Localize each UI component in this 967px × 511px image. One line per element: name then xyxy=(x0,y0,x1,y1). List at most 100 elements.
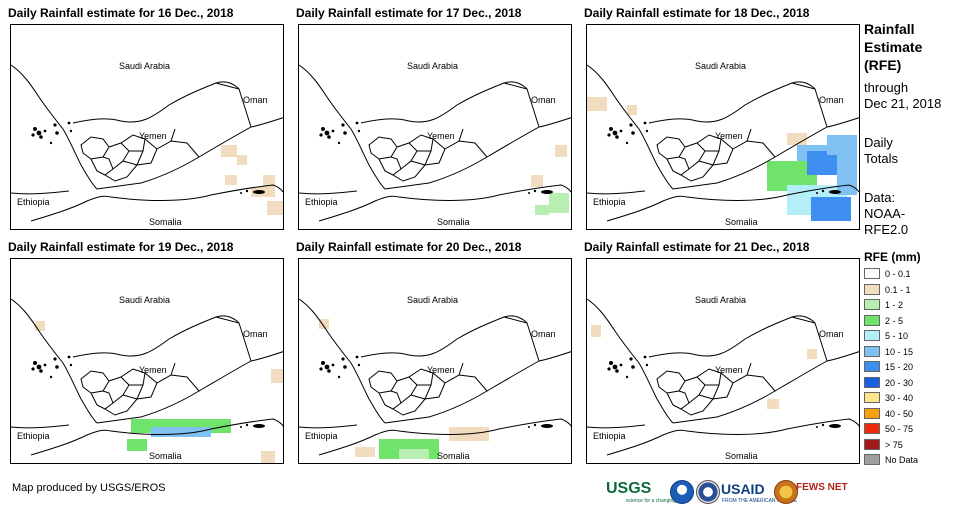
saudi-yemen-border xyxy=(72,81,240,124)
rainfall-patch xyxy=(767,399,779,409)
ethiopia-somalia-border xyxy=(11,190,70,195)
data-source-1: NOAA- xyxy=(864,206,906,221)
rainfall-patch xyxy=(787,133,807,145)
through-label: through xyxy=(864,80,909,95)
usgs-logo: USGS xyxy=(606,480,652,497)
label-somalia: Somalia xyxy=(725,451,758,461)
oman-saudi-border xyxy=(503,316,540,362)
legend-swatch xyxy=(864,330,880,341)
label-ethiopia: Ethiopia xyxy=(17,197,50,207)
africa-coast xyxy=(318,184,571,222)
ethiopia-somalia-border xyxy=(299,190,358,195)
legend-label: 0 - 0.1 xyxy=(885,269,911,279)
legend-label: 5 - 10 xyxy=(885,331,909,341)
rainfall-patch xyxy=(35,321,45,331)
label-yemen: Yemen xyxy=(427,365,455,375)
panel-title: Daily Rainfall estimate for 18 Dec., 201… xyxy=(584,6,810,20)
panel-title: Daily Rainfall estimate for 21 Dec., 201… xyxy=(584,240,810,254)
map-panel-17: Daily Rainfall estimate for 17 Dec., 201… xyxy=(296,4,572,230)
yemen-south-coast xyxy=(672,126,828,190)
ethiopia-somalia-border xyxy=(11,424,70,429)
label-somalia: Somalia xyxy=(149,451,182,461)
rain-layer xyxy=(35,321,283,463)
red-sea-coast xyxy=(299,298,386,424)
map-panel-16: Daily Rainfall estimate for 16 Dec., 201… xyxy=(8,4,284,230)
legend-label: 20 - 30 xyxy=(885,377,914,388)
legend-label: 50 - 75 xyxy=(885,424,914,434)
through-date: Dec 21, 2018 xyxy=(864,96,942,111)
yemen-south-coast xyxy=(96,126,252,190)
map-panel-19: Daily Rainfall estimate for 19 Dec., 201… xyxy=(8,238,284,464)
data-source-2: RFE2.0 xyxy=(864,222,909,237)
label-ethiopia: Ethiopia xyxy=(305,431,338,441)
legend-label: > 75 xyxy=(885,439,903,450)
panel-title: Daily Rainfall estimate for 20 Dec., 201… xyxy=(296,240,522,254)
saudi-yemen-border xyxy=(72,315,240,358)
rain-layer xyxy=(319,319,489,459)
panel-title: Daily Rainfall estimate for 17 Dec., 201… xyxy=(296,6,522,20)
rain-layer xyxy=(221,145,283,215)
legend-swatch xyxy=(864,361,880,372)
rainfall-patch xyxy=(151,427,211,437)
legend-title: RFE (mm) xyxy=(864,250,921,264)
yemen-governorates xyxy=(656,362,776,416)
label-oman: Oman xyxy=(531,95,556,105)
oman-coast xyxy=(826,117,859,128)
rainfall-patch xyxy=(267,201,283,215)
legend-swatch xyxy=(864,392,880,403)
label-saudi-arabia: Saudi Arabia xyxy=(407,295,458,305)
legend-label: 40 - 50 xyxy=(885,408,914,419)
map-base: Saudi Arabia Oman Yemen Ethiopia Somalia xyxy=(11,295,283,463)
map-panel-20: Daily Rainfall estimate for 20 Dec., 201… xyxy=(296,238,572,464)
label-saudi-arabia: Saudi Arabia xyxy=(119,61,170,71)
panel-title: Daily Rainfall estimate for 19 Dec., 201… xyxy=(8,240,234,254)
map-frame: Saudi Arabia Oman Yemen Ethiopia Somalia xyxy=(298,258,572,464)
red-sea-coast xyxy=(11,298,98,424)
oman-coast xyxy=(250,117,283,128)
usaid-tagline: FROM THE AMERICAN PEOPLE xyxy=(722,498,797,504)
rainfall-patch xyxy=(591,325,601,337)
oman-coast xyxy=(538,117,571,128)
saudi-yemen-border xyxy=(648,315,816,358)
legend-swatch xyxy=(864,345,880,357)
label-yemen: Yemen xyxy=(139,131,167,141)
map-frame: Saudi Arabia Oman Yemen Ethiopia Somalia xyxy=(10,24,284,230)
legend-swatch xyxy=(864,454,880,465)
legend-label: 30 - 40 xyxy=(885,393,914,403)
yemen-governorates xyxy=(80,362,200,416)
label-somalia: Somalia xyxy=(437,451,470,461)
legend-swatch xyxy=(864,376,880,388)
legend-swatch xyxy=(864,407,880,419)
rainfall-patch xyxy=(555,145,567,157)
map-panel-21: Daily Rainfall estimate for 21 Dec., 201… xyxy=(584,238,860,464)
nasa-seal-icon xyxy=(696,480,720,504)
label-oman: Oman xyxy=(819,95,844,105)
label-yemen: Yemen xyxy=(427,131,455,141)
rainfall-patch xyxy=(811,197,851,221)
yemen-south-coast xyxy=(672,360,828,424)
rain-layer xyxy=(587,97,857,221)
daily-label: Daily xyxy=(864,135,893,150)
rainfall-patch xyxy=(587,97,607,111)
label-somalia: Somalia xyxy=(725,217,758,227)
usgs-tagline: science for a changing world xyxy=(626,498,690,504)
africa-coast xyxy=(30,418,283,456)
yemen-governorates xyxy=(368,128,488,182)
rainfall-patch xyxy=(627,105,637,115)
saudi-yemen-border xyxy=(360,81,528,124)
legend-swatch xyxy=(864,283,880,295)
red-sea-coast xyxy=(299,64,386,190)
legend-swatch xyxy=(864,299,880,310)
legend-swatch xyxy=(864,423,880,434)
rainfall-patch xyxy=(237,155,247,165)
rainfall-patch xyxy=(549,193,569,213)
rain-layer xyxy=(531,145,569,215)
red-sea-coast xyxy=(587,298,674,424)
africa-coast xyxy=(318,418,571,456)
rainfall-patch xyxy=(355,447,375,457)
rainfall-patch xyxy=(837,145,857,195)
label-ethiopia: Ethiopia xyxy=(593,197,626,207)
label-ethiopia: Ethiopia xyxy=(593,431,626,441)
map-frame: Saudi Arabia Oman Yemen Ethiopia Somalia xyxy=(10,258,284,464)
saudi-yemen-border xyxy=(648,81,816,124)
